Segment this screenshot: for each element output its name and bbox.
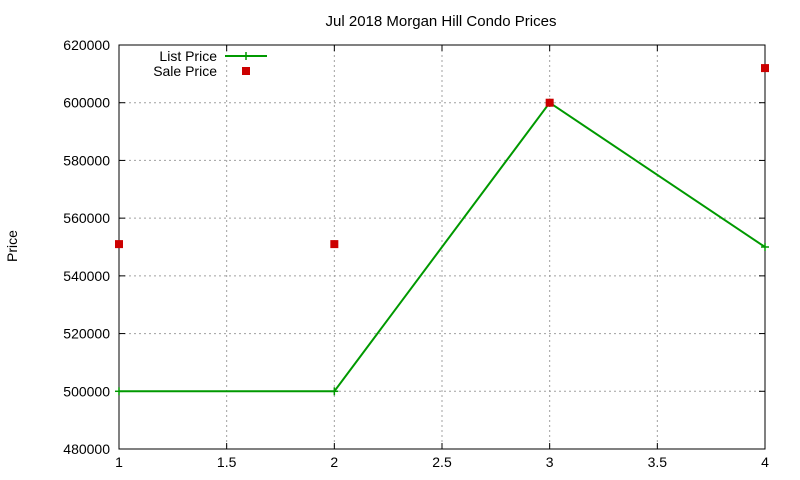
y-tick-label: 580000 — [63, 152, 110, 168]
list-price-point — [115, 387, 123, 396]
y-tick-label: 500000 — [63, 383, 110, 399]
y-tick-label: 540000 — [63, 268, 110, 284]
y-axis-label: Price — [4, 230, 20, 262]
legend-swatch-square — [242, 67, 250, 75]
x-tick-label: 4 — [761, 454, 769, 470]
x-tick-label: 3.5 — [648, 454, 668, 470]
data-series — [115, 64, 769, 396]
x-tick-label: 2 — [330, 454, 338, 470]
list-price-point — [761, 243, 769, 251]
y-tick-label: 600000 — [63, 95, 110, 111]
legend-label-list-price: List Price — [159, 48, 217, 64]
x-tick-label: 2.5 — [432, 454, 452, 470]
list-price-line — [119, 101, 766, 393]
y-tick-label: 620000 — [63, 37, 110, 53]
x-tick-label: 1.5 — [217, 454, 237, 470]
y-tick-label: 480000 — [63, 441, 110, 457]
sale-price-point — [115, 240, 123, 249]
y-tick-label: 560000 — [63, 210, 110, 226]
sale-price-point — [761, 64, 769, 73]
y-tick-label: 520000 — [63, 326, 110, 342]
x-tick-label: 3 — [546, 454, 554, 470]
chart-title: Jul 2018 Morgan Hill Condo Prices — [326, 13, 557, 30]
legend-label-sale-price: Sale Price — [153, 63, 217, 79]
list-price-point — [330, 387, 339, 396]
x-tick-label: 1 — [115, 454, 123, 470]
axes: 1 1.5 2 2.5 3 3.5 4 480000 500000 520000 540000 560… — [63, 37, 769, 470]
sale-price-point — [545, 98, 554, 107]
sale-price-point — [330, 240, 339, 249]
